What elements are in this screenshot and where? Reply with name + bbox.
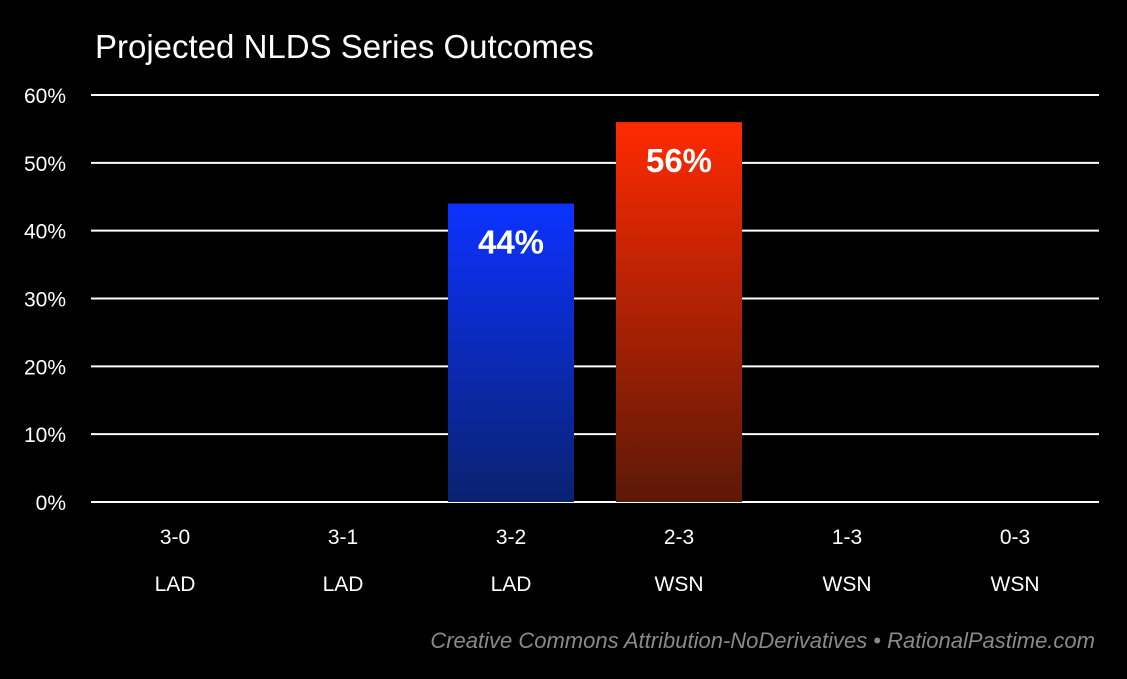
y-tick-label: 40% bbox=[24, 221, 66, 244]
y-tick-label: 10% bbox=[24, 424, 66, 447]
data-label-3-2: 44% bbox=[478, 224, 544, 261]
x-axis-categories: 3-0 LAD 3-1 LAD 3-2 LAD 2-3 WSN 1-3 WSN 0-3 WSN bbox=[155, 526, 1040, 596]
x-category-score: 1-3 bbox=[832, 526, 862, 549]
bar-2-3-WSN bbox=[616, 122, 742, 502]
x-category-team: WSN bbox=[823, 573, 872, 596]
y-tick-label: 0% bbox=[36, 492, 66, 515]
chart-title: Projected NLDS Series Outcomes bbox=[95, 28, 594, 65]
x-category-score: 0-3 bbox=[1000, 526, 1030, 549]
x-category-score: 3-2 bbox=[496, 526, 526, 549]
x-category-team: LAD bbox=[491, 573, 532, 596]
credit-text: Creative Commons Attribution-NoDerivativ… bbox=[430, 628, 1095, 653]
gridlines bbox=[91, 94, 1099, 503]
data-labels: 44% 56% bbox=[478, 142, 712, 260]
x-category-score: 3-0 bbox=[160, 526, 190, 549]
bars bbox=[448, 122, 742, 503]
y-axis-ticks: 0% 10% 20% 30% 40% 50% 60% bbox=[24, 85, 66, 515]
x-category-team: WSN bbox=[991, 573, 1040, 596]
data-label-2-3: 56% bbox=[646, 142, 712, 179]
bar-3-2-LAD bbox=[448, 203, 574, 503]
x-category-team: WSN bbox=[655, 573, 704, 596]
x-category-team: LAD bbox=[323, 573, 364, 596]
y-tick-label: 60% bbox=[24, 85, 66, 108]
x-category-score: 2-3 bbox=[664, 526, 694, 549]
y-tick-label: 30% bbox=[24, 289, 66, 312]
y-tick-label: 50% bbox=[24, 153, 66, 176]
x-category-score: 3-1 bbox=[328, 526, 358, 549]
y-tick-label: 20% bbox=[24, 356, 66, 379]
x-category-team: LAD bbox=[155, 573, 196, 596]
